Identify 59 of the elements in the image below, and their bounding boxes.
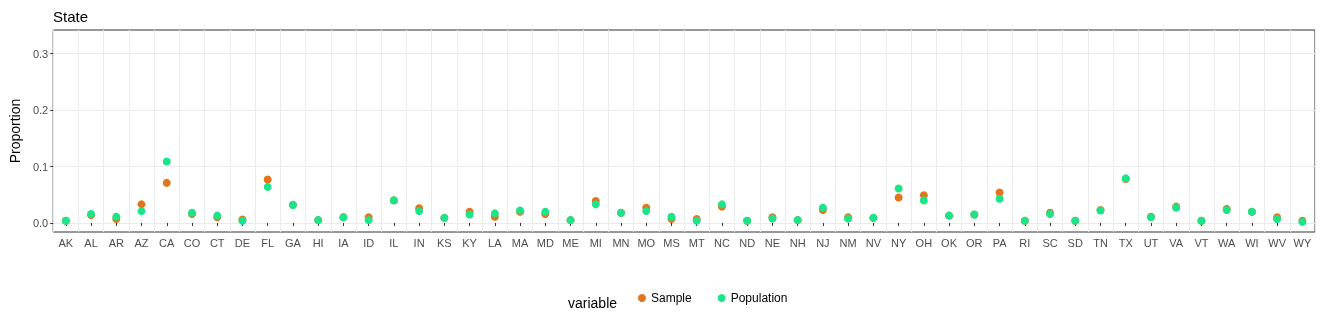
x-tick-label: TX: [1118, 236, 1134, 249]
y-tick-label: 0.1: [32, 160, 49, 173]
x-tick-label: MD: [536, 236, 554, 249]
x-tick-label: NV: [865, 236, 882, 249]
x-tick-label: AR: [108, 236, 124, 249]
x-tick-label: MS: [663, 236, 680, 249]
x-tick-label: WY: [1293, 236, 1312, 249]
chart-title: State: [53, 8, 89, 25]
x-tick-label: OR: [966, 236, 983, 249]
x-tick-label: AZ: [134, 236, 149, 249]
x-tick-label: NC: [714, 236, 730, 249]
x-tick-label: KS: [437, 236, 452, 249]
x-tick-label: WV: [1268, 236, 1287, 249]
x-tick-label: AL: [84, 236, 98, 249]
legend-title: variable: [568, 295, 618, 311]
x-tick-label: TN: [1093, 236, 1108, 249]
y-tick-label: 0.0: [32, 216, 49, 229]
x-tick-label: MT: [688, 236, 705, 249]
x-tick-label: IA: [338, 236, 350, 249]
x-tick-label: WA: [1218, 236, 1236, 249]
legend-label: Sample: [651, 291, 693, 305]
x-tick-label: RI: [1019, 236, 1031, 249]
x-tick-label: HI: [312, 236, 324, 249]
x-tick-label: FL: [261, 236, 275, 249]
x-tick-label: PA: [992, 236, 1008, 249]
x-tick-label: MN: [612, 236, 630, 249]
x-tick-label: WI: [1245, 236, 1259, 249]
x-tick-label: MA: [511, 236, 529, 249]
x-tick-label: UT: [1143, 236, 1159, 249]
x-tick-label: NE: [764, 236, 781, 249]
x-tick-label: OK: [941, 236, 958, 249]
y-axis-title: Proportion: [7, 98, 23, 164]
x-tick-label: SD: [1067, 236, 1083, 249]
x-tick-label: IN: [413, 236, 425, 249]
x-tick-label: LA: [488, 236, 503, 249]
y-tick-label: 0.2: [32, 104, 49, 117]
x-tick-label: MI: [589, 236, 602, 249]
x-tick-label: CO: [183, 236, 201, 249]
x-tick-label: MO: [637, 236, 656, 249]
x-tick-label: ME: [562, 236, 579, 249]
x-tick-label: CT: [209, 236, 225, 249]
x-tick-label: GA: [284, 236, 302, 249]
x-tick-label: IL: [389, 236, 399, 249]
x-tick-label: OH: [915, 236, 933, 249]
x-tick-label: KY: [462, 236, 478, 249]
x-tick-label: NJ: [816, 236, 830, 249]
x-tick-label: ID: [363, 236, 375, 249]
x-tick-label: ND: [739, 236, 756, 249]
x-tick-label: SC: [1042, 236, 1058, 249]
y-tick-label: 0.3: [32, 47, 49, 60]
x-tick-label: AK: [58, 236, 74, 249]
x-tick-label: NH: [789, 236, 806, 249]
x-tick-label: NY: [890, 236, 907, 249]
x-tick-label: VT: [1194, 236, 1209, 249]
x-tick-label: VA: [1169, 236, 1184, 249]
legend-label: Population: [730, 291, 788, 305]
x-tick-label: NM: [839, 236, 857, 249]
x-tick-label: DE: [234, 236, 251, 249]
x-tick-label: CA: [159, 236, 176, 249]
